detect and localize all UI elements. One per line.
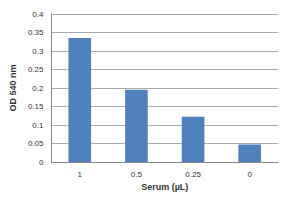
svg-text:OD 540 nm: OD 540 nm: [8, 64, 18, 111]
svg-text:0.2: 0.2: [32, 84, 44, 93]
svg-text:0.25: 0.25: [185, 170, 201, 179]
svg-text:0: 0: [247, 170, 252, 179]
svg-text:0.5: 0.5: [131, 170, 143, 179]
svg-text:1: 1: [78, 170, 83, 179]
svg-text:0.3: 0.3: [32, 47, 44, 56]
svg-text:0.05: 0.05: [28, 139, 44, 148]
svg-text:0: 0: [39, 158, 44, 167]
svg-text:Serum (µL): Serum (µL): [141, 182, 188, 192]
svg-text:0.1: 0.1: [32, 121, 44, 130]
svg-text:0.4: 0.4: [32, 10, 44, 19]
svg-text:0.35: 0.35: [28, 28, 44, 37]
svg-text:0.25: 0.25: [28, 65, 44, 74]
svg-text:0.15: 0.15: [28, 102, 44, 111]
